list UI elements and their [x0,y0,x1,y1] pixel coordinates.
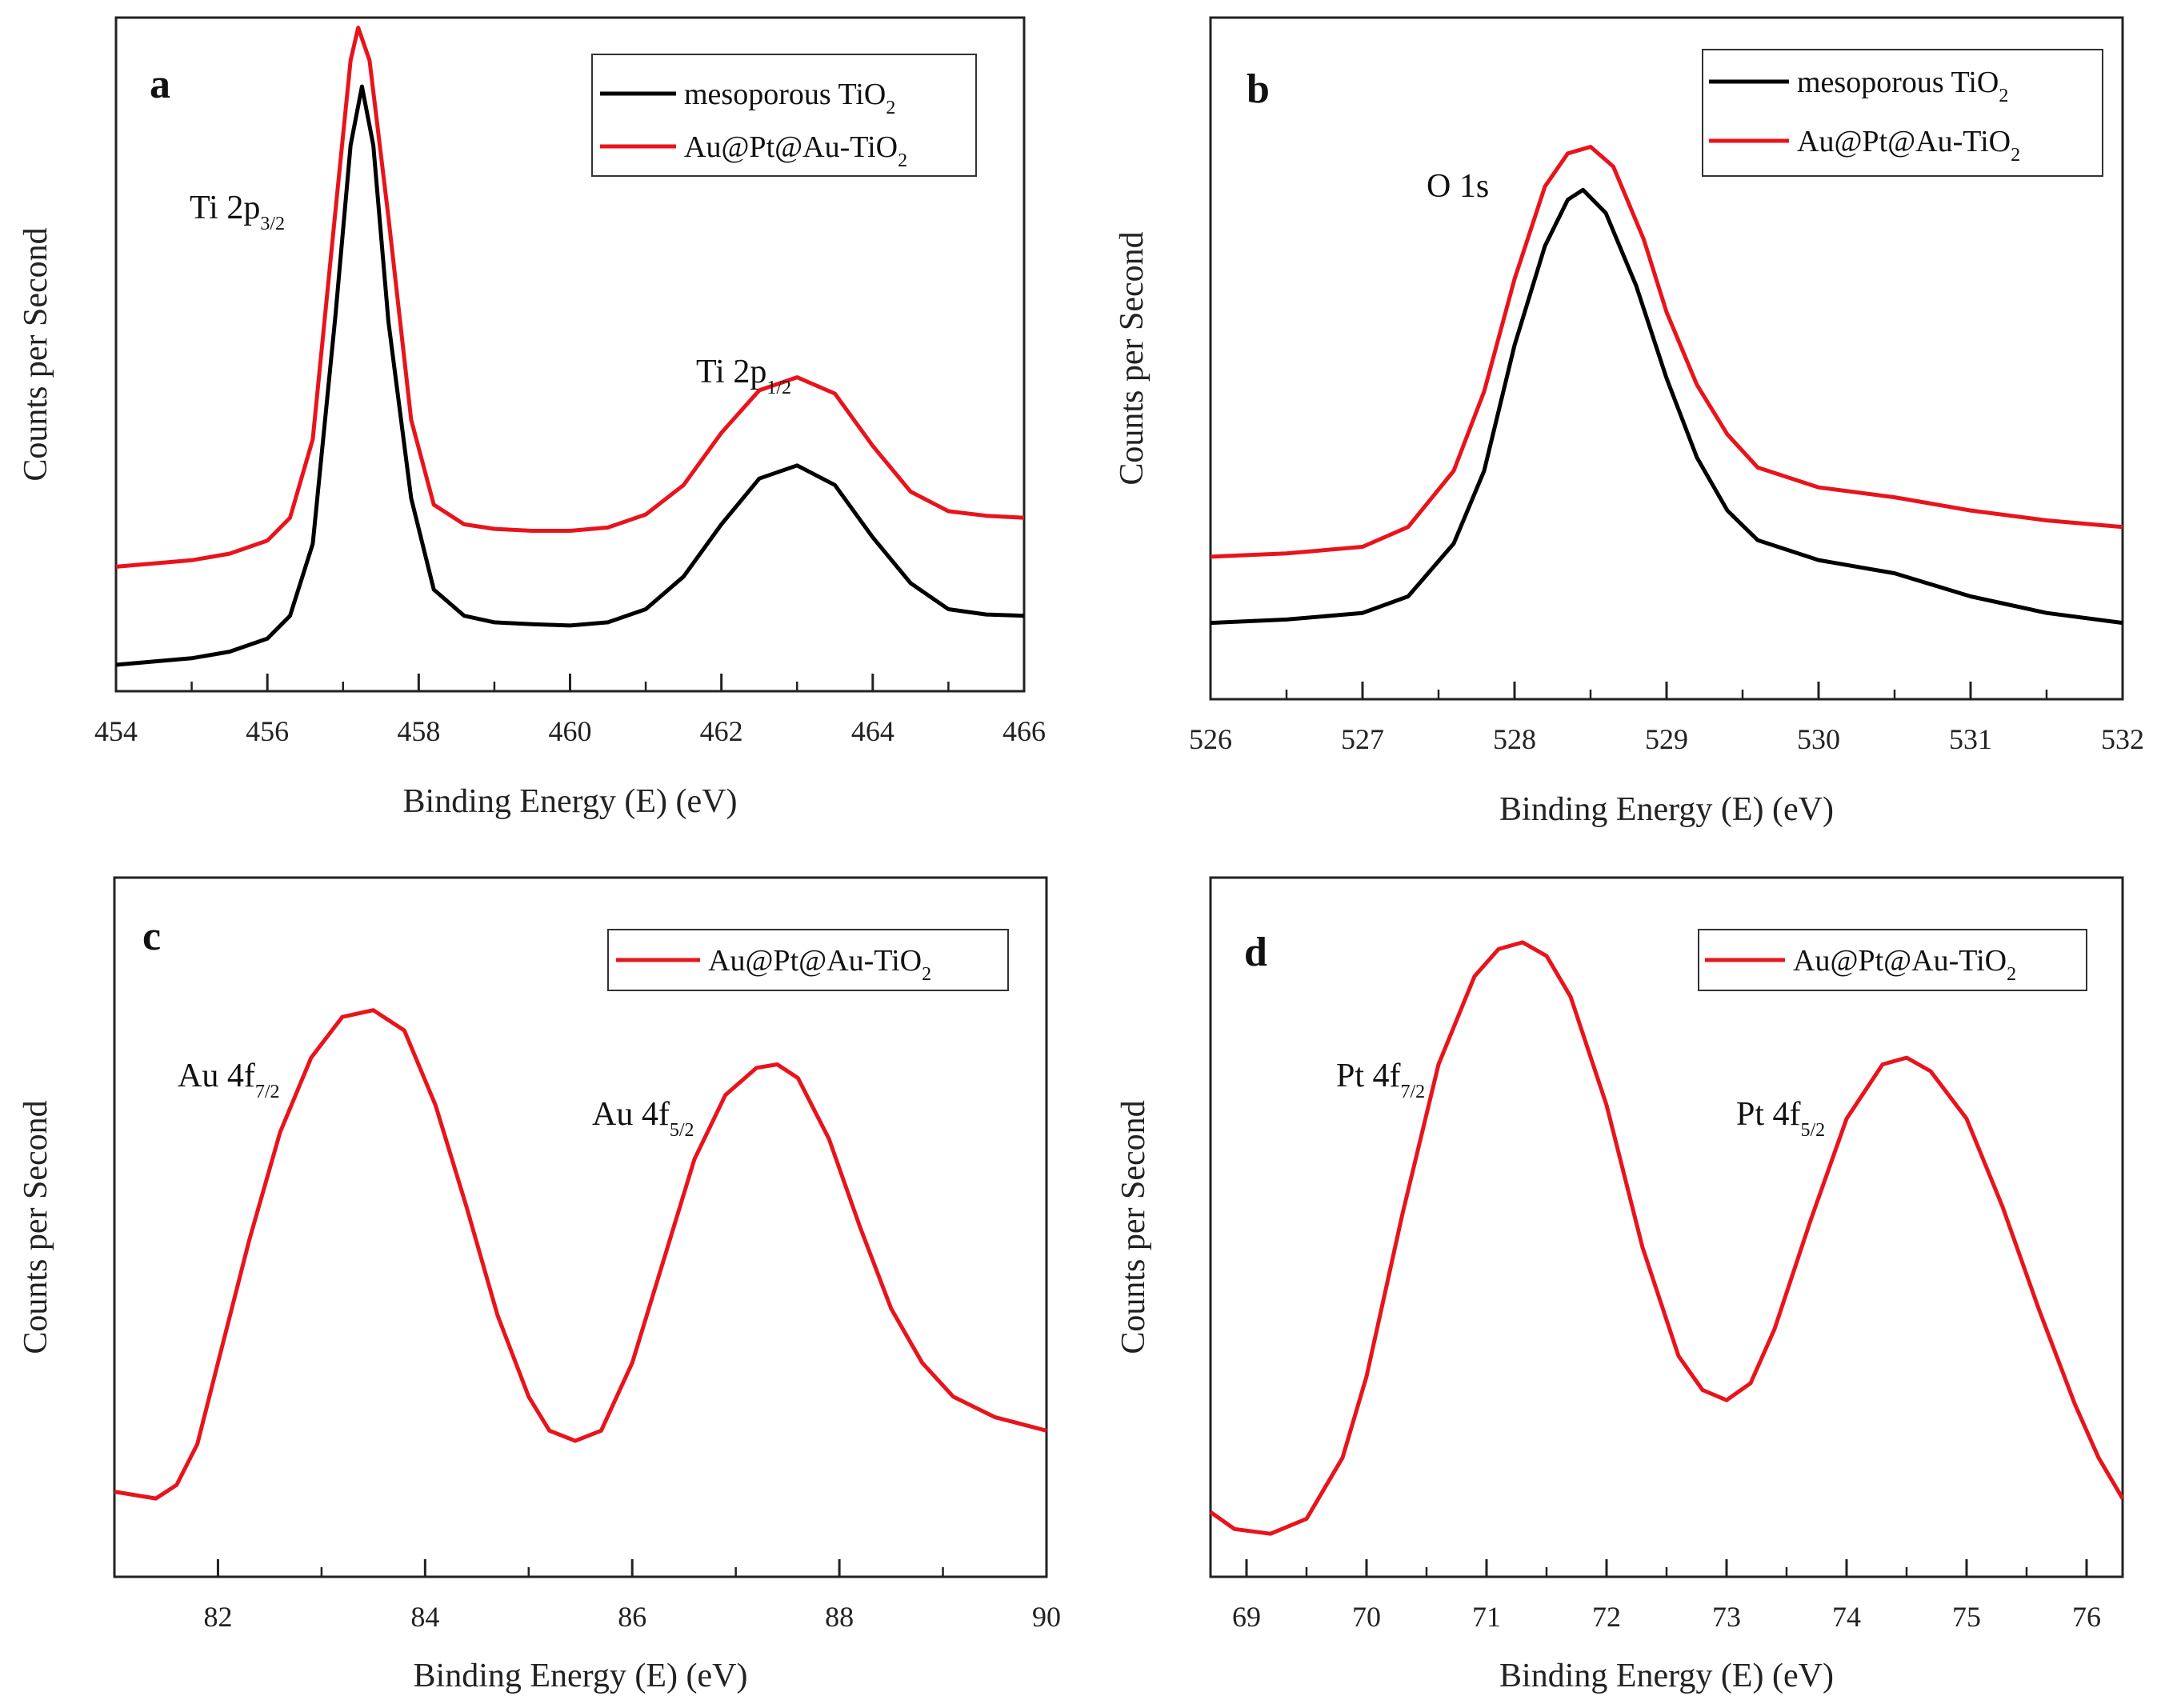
panel-b: 526 527 528 529 530 531 532 Binding Energy (E) … [1114,16,2144,828]
series-line-1 [1210,187,2123,626]
x-axis-title: Binding Energy (E) (eV) [403,783,738,820]
tick-label: 71 [1472,1601,1501,1633]
peak-annotation: Pt 4f7/2 [1336,1058,1425,1102]
tick-label: 458 [397,715,440,747]
tick-label: 464 [851,715,894,747]
peak-annotation: Ti 2p1/2 [696,354,791,398]
tick-label: 84 [410,1601,439,1633]
tick-label: 526 [1189,723,1232,755]
peak-annotation: Pt 4f5/2 [1736,1096,1825,1141]
panel-letter: c [142,914,161,959]
x-axis-title: Binding Energy (E) (eV) [414,1658,748,1694]
legend: mesoporous TiO2 Au@Pt@Au-TiO2 [591,54,977,177]
series-line-2 [115,26,1025,569]
tick-label: 527 [1341,723,1384,755]
legend-label: mesoporous TiO2 [684,78,895,118]
tick-label: 454 [94,715,138,747]
tick-label: 75 [1952,1601,1981,1633]
panel-c: 82 84 86 88 90 Binding Energy (E) (eV) Counts … [18,876,1061,1694]
panel-letter: b [1247,66,1270,112]
y-axis-title: Counts per Second [18,1100,54,1354]
tick-label: 462 [700,715,743,747]
legend-label: mesoporous TiO2 [1797,66,2008,106]
tick-label: 90 [1032,1601,1061,1633]
tick-label: 74 [1832,1601,1861,1633]
y-axis-title: Counts per Second [1115,1100,1152,1354]
panel-a: 454 456 458 460 462 464 466 Binding Energy (E) … [18,16,1046,820]
x-axis-title: Binding Energy (E) (eV) [1499,1658,1834,1694]
y-axis-title: Counts per Second [1114,231,1151,485]
tick-label: 86 [618,1601,646,1633]
tick-label: 88 [825,1601,854,1633]
legend-label: Au@Pt@Au-TiO2 [1797,125,2020,166]
tick-label: 528 [1493,723,1536,755]
peak-annotation: Au 4f5/2 [592,1096,694,1141]
panel-d: 69 70 71 72 73 74 75 76 Binding Energy (E) (eV) C… [1115,876,2125,1694]
tick-label: 531 [1949,723,1992,755]
legend-label: Au@Pt@Au-TiO2 [1793,944,2016,985]
series-line-2 [1210,145,2123,559]
legend-label: Au@Pt@Au-TiO2 [684,130,907,171]
tick-label: 72 [1592,1601,1621,1633]
legend: Au@Pt@Au-TiO2 [607,929,1009,991]
peak-annotation: Au 4f7/2 [178,1058,280,1102]
x-axis-title: Binding Energy (E) (eV) [1499,791,1834,828]
legend: mesoporous TiO2 Au@Pt@Au-TiO2 [1702,49,2103,177]
panel-letter: a [150,62,170,107]
tick-label: 529 [1645,723,1688,755]
tick-label: 70 [1352,1601,1381,1633]
legend-box [1702,49,2103,177]
series-line-1 [1209,940,2125,1536]
peak-annotation: O 1s [1427,168,1489,205]
plot-frame [113,876,1048,1578]
legend: Au@Pt@Au-TiO2 [1698,929,2087,991]
tick-label: 460 [549,715,592,747]
legend-label: Au@Pt@Au-TiO2 [708,944,931,985]
tick-label: 69 [1232,1601,1261,1633]
series-line-1 [115,84,1025,667]
tick-label: 532 [2101,723,2144,755]
panel-letter: d [1244,930,1267,975]
peak-annotation: Ti 2p3/2 [190,190,285,234]
y-axis-title: Counts per Second [18,227,54,481]
tick-label: 530 [1797,723,1840,755]
tick-label: 82 [203,1601,232,1633]
tick-label: 466 [1002,715,1046,747]
tick-label: 73 [1712,1601,1741,1633]
series-line-1 [114,1008,1047,1501]
legend-box [591,54,977,177]
tick-label: 76 [2072,1601,2101,1633]
tick-label: 456 [246,715,289,747]
